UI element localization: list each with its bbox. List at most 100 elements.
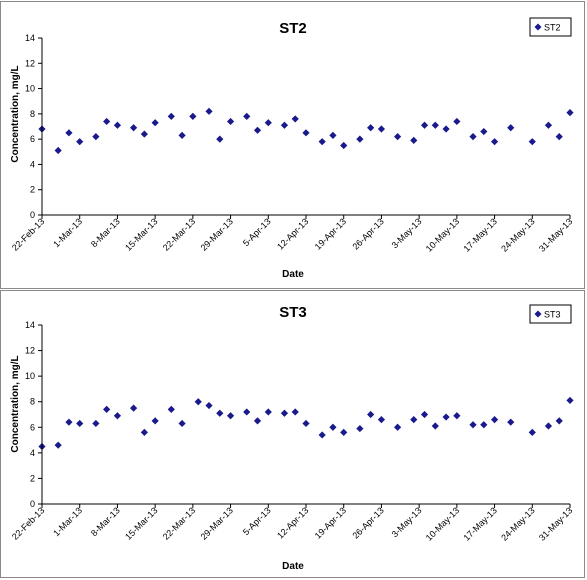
data-point	[226, 117, 235, 126]
x-tick-label: 26-Apr-13	[350, 216, 385, 251]
data-point	[280, 121, 289, 129]
chart-panel-st2: ST2 ST2 Concentration, mg/L Date 0 2 4 6 8 10…	[0, 1, 585, 289]
x-tick-label: 22-Mar-13	[161, 216, 197, 252]
y-tick-label: 8	[30, 397, 35, 407]
data-point	[528, 138, 536, 146]
x-tick-label: 8-Mar-13	[89, 505, 122, 538]
data-point	[377, 125, 386, 133]
data-point	[340, 428, 348, 436]
data-point	[189, 112, 197, 120]
data-point	[480, 421, 488, 429]
x-tick-label: 22-Mar-13	[161, 505, 197, 541]
data-points	[38, 107, 574, 155]
x-tick-label: 10-May-13	[424, 216, 461, 253]
data-point	[393, 133, 402, 141]
data-point	[129, 124, 138, 132]
data-point	[178, 419, 186, 428]
y-tick-label: 6	[30, 134, 35, 144]
data-point	[103, 117, 111, 126]
x-tick-label: 17-May-13	[461, 505, 498, 542]
x-tick-label: 10-May-13	[424, 505, 461, 542]
axes: 0 2 4 6 8 10 12 14 22-Feb-13 1-Mar-13 8-Mar-13 15-M…	[10, 320, 574, 543]
data-point	[167, 405, 175, 413]
y-tick-label: 12	[25, 346, 35, 356]
chart-svg-st2: ST2 ST2 Concentration, mg/L Date 0 2 4 6 8 10…	[10, 17, 574, 280]
x-tick-label: 17-May-13	[461, 216, 498, 253]
x-tick-label: 31-May-13	[537, 505, 574, 542]
y-tick-label: 6	[30, 422, 35, 432]
data-point	[54, 146, 62, 155]
data-point	[167, 112, 175, 120]
data-point	[566, 396, 574, 405]
legend-diamond-icon	[534, 310, 542, 318]
data-point	[226, 412, 235, 420]
data-point	[65, 418, 73, 426]
data-point	[340, 141, 348, 150]
x-tick-label: 3-May-13	[390, 216, 424, 250]
chart-panel-st3: ST3 ST3 Concentration, mg/L Date 0 2 4 6 8 10…	[0, 290, 585, 578]
x-tick-label: 26-Apr-13	[350, 505, 385, 540]
data-point	[410, 416, 418, 424]
data-point	[194, 398, 202, 406]
data-point	[243, 112, 251, 120]
data-point	[113, 121, 122, 129]
data-point	[453, 412, 461, 420]
data-point	[113, 412, 122, 420]
data-point	[431, 121, 439, 129]
data-point	[264, 119, 272, 127]
data-point	[76, 138, 84, 146]
data-point	[566, 108, 574, 117]
x-tick-label: 5-Apr-13	[241, 505, 273, 537]
y-tick-label: 14	[25, 33, 35, 43]
x-tick-label: 5-Apr-13	[241, 216, 273, 248]
y-tick-label: 14	[25, 320, 35, 330]
data-point	[253, 417, 262, 425]
chart-svg-st3: ST3 ST3 Concentration, mg/L Date 0 2 4 6 8 10…	[10, 304, 574, 572]
legend-box	[529, 304, 572, 324]
data-point	[528, 428, 536, 436]
data-point	[253, 126, 262, 134]
y-tick-label: 2	[30, 473, 35, 483]
y-tick-label: 0	[30, 499, 35, 509]
data-point	[302, 419, 310, 428]
data-point	[178, 131, 186, 139]
data-point	[329, 131, 337, 139]
x-tick-label: 24-May-13	[499, 216, 536, 253]
data-point	[377, 416, 386, 424]
data-point	[453, 117, 461, 126]
data-point	[555, 133, 563, 141]
y-tick-label: 10	[25, 371, 35, 381]
legend: ST2	[529, 17, 572, 37]
legend-diamond-icon	[534, 23, 542, 31]
data-point	[243, 408, 251, 416]
y-axis-label: Concentration, mg/L	[10, 355, 21, 452]
y-tick-label: 0	[30, 210, 35, 220]
data-point	[555, 417, 563, 425]
data-point	[264, 408, 272, 416]
y-axis-label: Concentration, mg/L	[10, 65, 21, 162]
data-point	[507, 418, 515, 426]
data-point	[302, 129, 310, 137]
data-point	[329, 423, 337, 431]
data-point	[544, 121, 553, 129]
data-point	[216, 409, 224, 417]
data-point	[420, 121, 429, 129]
y-tick-label: 10	[25, 84, 35, 94]
data-point	[442, 413, 450, 421]
data-point	[431, 422, 439, 430]
chart-title: ST2	[279, 20, 307, 37]
data-point	[469, 133, 477, 141]
data-point	[151, 119, 159, 127]
data-point	[507, 124, 515, 132]
legend-label: ST2	[544, 23, 561, 33]
data-point	[205, 107, 213, 115]
x-tick-label: 1-Mar-13	[51, 216, 84, 249]
y-tick-label: 4	[30, 448, 35, 458]
y-tick-label: 8	[30, 109, 35, 119]
y-tick-label: 4	[30, 159, 35, 169]
data-point	[318, 138, 326, 146]
data-point	[291, 408, 299, 416]
data-point	[140, 428, 148, 436]
data-points	[38, 396, 574, 451]
data-point	[490, 138, 499, 146]
